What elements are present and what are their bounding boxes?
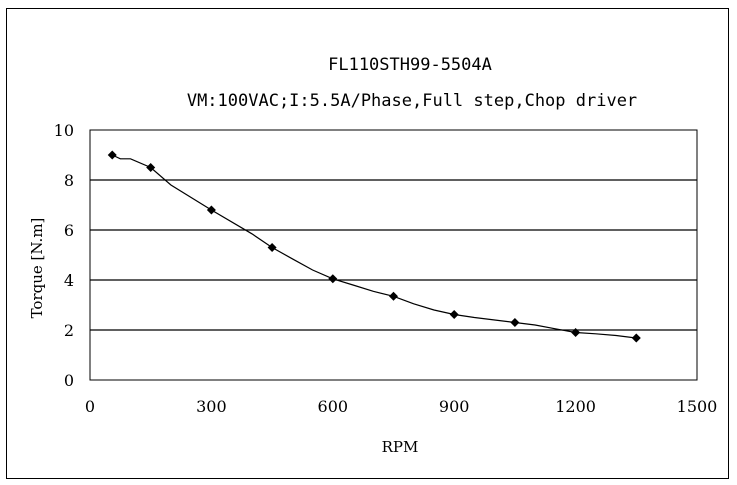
data-point-3 — [267, 243, 277, 252]
chart-frame — [6, 8, 729, 479]
chart-title: FL110STH99-5504A — [328, 55, 492, 75]
x-axis-label: RPM — [382, 438, 419, 456]
data-point-9 — [631, 333, 641, 343]
data-point-5 — [389, 291, 398, 301]
data-point-0 — [107, 150, 117, 160]
x-tick-label-0: 0 — [85, 397, 95, 416]
data-point-6 — [449, 310, 459, 319]
data-point-2 — [206, 205, 216, 215]
x-tick-labels: 0 300 600 900 1200 1500 — [85, 397, 717, 416]
x-tick-label-3: 900 — [439, 397, 470, 416]
data-point-4 — [328, 274, 338, 284]
torque-curve — [112, 154, 637, 339]
y-tick-label-1: 2 — [64, 321, 74, 340]
y-tick-label-3: 6 — [64, 221, 74, 240]
grid-lines — [90, 179, 697, 331]
x-tick-label-2: 600 — [318, 397, 349, 416]
plot-area — [89, 129, 698, 381]
data-markers — [107, 150, 641, 343]
y-axis-label: Torque [N.m] — [28, 218, 46, 319]
data-point-1 — [146, 163, 156, 172]
data-point-7 — [510, 318, 520, 327]
chart-subtitle: VM:100VAC;I:5.5A/Phase,Full step,Chop dr… — [187, 91, 637, 111]
x-tick-label-4: 1200 — [555, 397, 596, 416]
x-tick-label-5: 1500 — [677, 397, 718, 416]
y-tick-label-2: 4 — [64, 271, 74, 290]
y-tick-labels: 0 2 4 6 8 10 — [54, 121, 74, 390]
y-tick-label-0: 0 — [64, 371, 74, 390]
y-tick-label-5: 10 — [54, 121, 74, 140]
x-tick-label-1: 300 — [196, 397, 227, 416]
y-tick-label-4: 8 — [64, 171, 74, 190]
data-point-8 — [571, 328, 581, 337]
